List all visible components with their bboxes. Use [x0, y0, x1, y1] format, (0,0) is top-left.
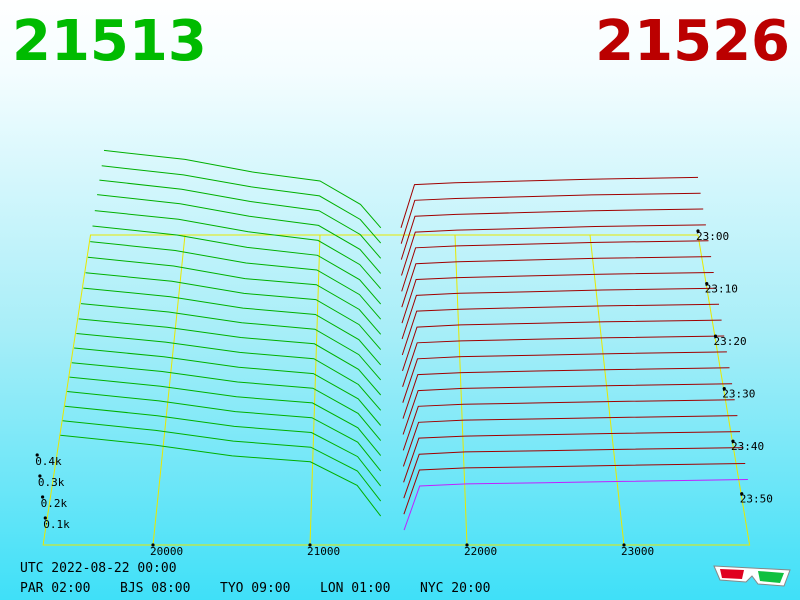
bid-depth-line: [80, 303, 382, 381]
zone-time: PAR 02:00: [20, 581, 90, 596]
ask-price: 21526: [595, 9, 790, 74]
ask-depth-line: [402, 319, 722, 372]
bid-depth-line: [67, 391, 382, 472]
grid-line: [589, 234, 625, 546]
y-tick-label: 0.1k: [43, 518, 70, 531]
ask-depth-line: [403, 431, 741, 483]
x-tick-label: 21000: [307, 545, 340, 558]
ask-depth-line: [402, 335, 725, 387]
ask-depth-line: [402, 399, 735, 451]
zone-time: LON 01:00: [320, 581, 390, 596]
tick-dot: [705, 281, 709, 286]
ask-depth-line: [400, 176, 699, 228]
grid-line: [454, 234, 468, 546]
bid-depth-line: [71, 362, 382, 441]
bid-depth-line: [94, 210, 382, 290]
grid-line: [152, 234, 186, 546]
tick-dot: [43, 516, 47, 520]
ask-depth-line: [401, 287, 717, 340]
time-tick-label: 23:30: [722, 388, 755, 401]
time-tick-label: 23:20: [713, 335, 746, 348]
ask-depth-line: [400, 208, 704, 260]
zone-time: BJS 08:00: [120, 581, 190, 596]
tick-dot: [740, 492, 744, 496]
y-tick-label: 0.2k: [41, 497, 68, 510]
bid-depth-line: [103, 149, 382, 229]
y-tick-label: 0.3k: [38, 476, 65, 489]
time-tick-label: 23:50: [740, 493, 773, 506]
ask-depth-line: [402, 415, 738, 467]
bid-depth-line: [83, 287, 382, 366]
bid-depth-line: [99, 179, 382, 259]
ask-depth-line: [402, 367, 730, 419]
time-tick-label: 23:00: [696, 230, 729, 243]
ask-depth-line: [400, 192, 701, 244]
bid-depth-line: [64, 405, 382, 487]
tick-dot: [151, 543, 155, 547]
tick-dot: [622, 543, 626, 547]
bid-depth-line: [62, 420, 382, 502]
x-tick-label: 23000: [621, 545, 654, 558]
glasses-icon: [713, 565, 791, 587]
bid-depth-line: [74, 347, 382, 426]
ask-depth-line: [403, 479, 748, 531]
bid-depth-line: [97, 194, 382, 274]
ask-depth-line: [402, 351, 727, 403]
tick-dot: [41, 495, 45, 499]
tick-dot: [722, 387, 726, 391]
tick-dot: [731, 439, 735, 443]
ask-depth-line: [401, 256, 712, 308]
tick-dot: [465, 543, 469, 547]
x-tick-label: 22000: [464, 545, 497, 558]
grid-line: [309, 234, 321, 546]
zone-time: NYC 20:00: [420, 581, 490, 596]
utc-time: UTC 2022-08-22 00:00: [20, 561, 177, 576]
plot: 20000 21000 22000 23000 0.1k 0.2k 0.3k 0.4k 23:0…: [35, 149, 773, 558]
tick-dot: [308, 543, 312, 547]
ask-depth-line: [401, 240, 709, 292]
bid-depth-line: [90, 241, 382, 320]
tick-dot: [38, 474, 42, 478]
bid-depth-line: [92, 225, 382, 305]
y-tick-label: 0.4k: [35, 455, 62, 468]
ask-depth-line: [401, 303, 720, 356]
bid-depth-line: [76, 333, 382, 411]
floor-frame: [42, 234, 751, 546]
ask-depth-line: [402, 383, 733, 435]
time-tick-label: 23:40: [731, 440, 764, 453]
tick-dot: [696, 229, 700, 233]
bid-depth-line: [60, 434, 382, 517]
bid-depth-line: [69, 376, 382, 456]
tick-dot: [35, 453, 39, 457]
time-tick-label: 23:10: [705, 283, 738, 296]
bid-depth-line: [101, 165, 382, 244]
ask-depth-line: [403, 447, 743, 499]
zone-time: TYO 09:00: [220, 581, 290, 596]
bid-depth-line: [87, 256, 382, 335]
ask-depth-line: [401, 224, 706, 276]
bid-depth-line: [78, 318, 382, 396]
x-tick-label: 20000: [150, 545, 183, 558]
ask-depth-line: [403, 463, 746, 515]
bid-depth-line: [85, 272, 382, 350]
bid-price: 21513: [12, 9, 207, 74]
tick-dot: [713, 334, 718, 338]
ask-depth-line: [401, 272, 714, 324]
